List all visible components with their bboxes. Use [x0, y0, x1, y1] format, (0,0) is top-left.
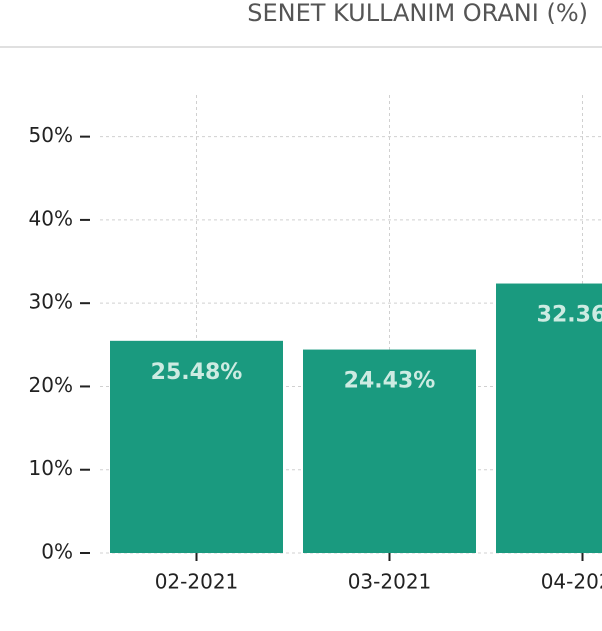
- bar: [303, 349, 476, 553]
- x-tick-label: 02-2021: [155, 570, 239, 594]
- x-tick-label: 03-2021: [348, 570, 432, 594]
- x-tick-label: 04-2021: [541, 570, 602, 594]
- chart-title: SENET KULLANIM ORANI (%): [247, 0, 588, 27]
- bar: [110, 340, 283, 553]
- y-tick-label: 40%: [29, 206, 73, 230]
- bar: [496, 283, 602, 553]
- y-tick-label: 0%: [41, 540, 73, 564]
- y-tick-label: 10%: [29, 456, 73, 480]
- y-tick-label: 50%: [29, 123, 73, 147]
- y-tick-label: 30%: [29, 290, 73, 314]
- data-label: 25.48%: [151, 360, 243, 385]
- y-tick-label: 20%: [29, 373, 73, 397]
- data-label: 24.43%: [344, 369, 436, 394]
- data-label: 32.36%: [537, 303, 602, 328]
